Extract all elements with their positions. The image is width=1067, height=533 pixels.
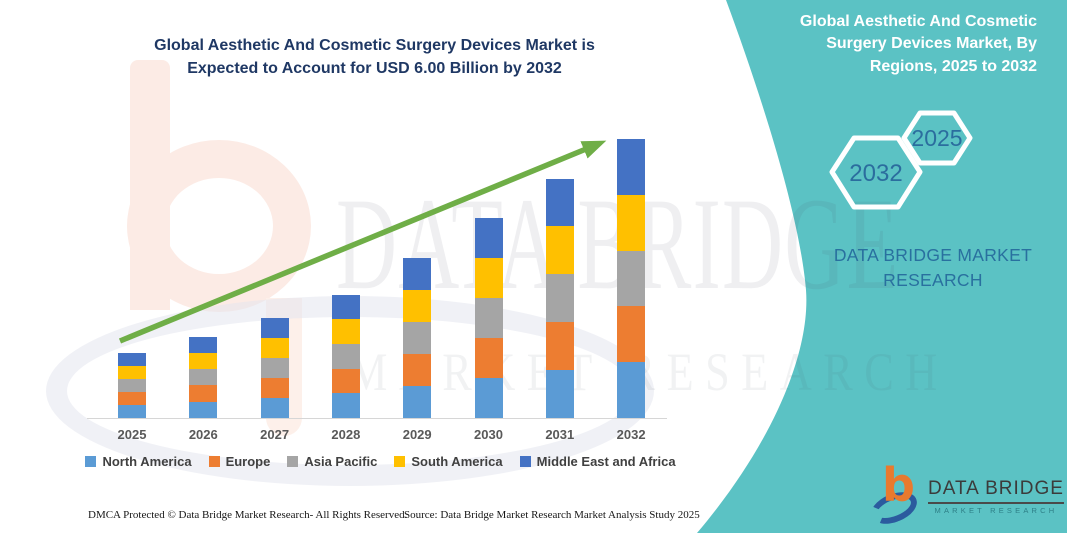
bar-segment-2031-south-america — [545, 226, 574, 275]
legend-swatch-middle-east-and-africa — [519, 456, 531, 467]
trend-arrow-line — [118, 140, 607, 344]
bar-segment-2026-middle-east-and-africa — [189, 336, 218, 353]
x-axis-label-2032: 2032 — [616, 427, 646, 442]
dbmr-logo-text: DATA BRIDGE MARKET RESEARCH — [928, 466, 1064, 515]
stacked-bar-2028 — [331, 294, 360, 418]
stacked-bar-2027 — [260, 318, 289, 418]
bar-segment-2029-europe — [403, 353, 432, 386]
x-axis-line — [87, 418, 667, 419]
legend-label-asia-pacific: Asia Pacific — [304, 454, 378, 469]
bar-segment-2027-europe — [260, 377, 289, 398]
dmca-text: DMCA Protected © Data Bridge Market Rese… — [88, 509, 408, 521]
bar-segment-2027-asia-pacific — [260, 357, 289, 378]
bar-segment-2030-asia-pacific — [474, 298, 503, 338]
right-panel-title: Global Aesthetic And Cosmetic Surgery De… — [799, 13, 1037, 75]
bar-chart-plot: 2025 2026 2027 2028 2029 2030 2031 2032 — [87, 139, 667, 442]
dbmr-logo-icon: b — [866, 458, 922, 530]
bar-segment-2029-middle-east-and-africa — [403, 257, 432, 290]
stacked-bar-2026 — [189, 336, 218, 418]
legend-item-middle-east-and-africa: Middle East and Africa — [519, 454, 676, 469]
bar-segment-2029-north-america — [403, 385, 432, 418]
chart-title-line1: Global Aesthetic And Cosmetic Surgery De… — [154, 37, 595, 54]
bar-segment-2028-europe — [331, 368, 360, 394]
chart-title: Global Aesthetic And Cosmetic Surgery De… — [112, 34, 637, 80]
dbmr-logo-tagline: MARKET RESEARCH — [934, 506, 1058, 515]
legend-swatch-north-america — [85, 456, 97, 467]
hexagon-2032 — [829, 135, 923, 210]
bar-segment-2032-north-america — [617, 362, 646, 418]
x-axis-label-2028: 2028 — [331, 427, 361, 442]
hexagon-2025 — [901, 110, 973, 166]
bar-segment-2030-south-america — [474, 258, 503, 299]
dbmr-logo-b-icon: b — [882, 458, 915, 512]
dbmr-logo: b DATA BRIDGE MARKET RESEARCH — [866, 458, 1064, 530]
bar-segment-2026-europe — [189, 385, 218, 402]
bar-segment-2031-europe — [545, 322, 574, 371]
bar-segment-2030-north-america — [474, 377, 503, 418]
bar-segment-2032-south-america — [617, 194, 646, 251]
dbmr-logo-name: DATA BRIDGE — [928, 478, 1064, 504]
bar-segment-2025-europe — [118, 391, 146, 405]
bar-segment-2028-south-america — [331, 319, 360, 345]
stacked-bar-2031 — [545, 178, 574, 418]
right-panel-shape — [697, 0, 1067, 533]
legend-item-north-america: North America — [85, 454, 192, 469]
stacked-bar-2025 — [118, 352, 146, 418]
bar-segment-2031-north-america — [545, 370, 574, 418]
legend-item-asia-pacific: Asia Pacific — [287, 454, 377, 469]
hexagon-2032-label: 2032 — [849, 160, 902, 187]
legend-swatch-south-america — [394, 456, 406, 467]
stacked-bar-2032 — [617, 139, 646, 418]
legend-item-south-america: South America — [394, 454, 503, 469]
x-axis-label-2025: 2025 — [117, 427, 147, 442]
bar-segment-2030-middle-east-and-africa — [474, 218, 503, 259]
bar-segment-2028-asia-pacific — [331, 344, 360, 369]
bar-segment-2029-south-america — [403, 289, 432, 322]
bar-segment-2026-north-america — [189, 401, 218, 418]
legend-label-north-america: North America — [102, 454, 192, 469]
bar-segment-2029-asia-pacific — [403, 321, 432, 354]
bar-segment-2025-south-america — [118, 365, 146, 379]
bar-segment-2032-europe — [617, 306, 646, 363]
bar-segment-2030-europe — [474, 338, 503, 378]
bar-segment-2031-middle-east-and-africa — [545, 178, 574, 227]
bar-segment-2032-middle-east-and-africa — [617, 139, 646, 195]
legend-label-south-america: South America — [411, 454, 503, 469]
bar-segment-2025-asia-pacific — [118, 378, 146, 392]
legend-swatch-europe — [208, 456, 220, 467]
bar-segment-2031-asia-pacific — [545, 274, 574, 323]
bar-segment-2025-north-america — [118, 404, 146, 418]
x-axis-label-2026: 2026 — [188, 427, 218, 442]
legend-swatch-asia-pacific — [287, 456, 299, 467]
bar-segment-2027-middle-east-and-africa — [260, 318, 289, 338]
stacked-bar-2030 — [474, 218, 503, 418]
stacked-bar-2029 — [403, 257, 432, 418]
bar-segment-2028-middle-east-and-africa — [331, 294, 360, 320]
x-axis-label-2031: 2031 — [545, 427, 575, 442]
bar-segment-2026-asia-pacific — [189, 369, 218, 386]
x-axis-label-2029: 2029 — [402, 427, 432, 442]
bar-segment-2027-south-america — [260, 338, 289, 358]
bar-segment-2032-asia-pacific — [617, 250, 646, 307]
chart-legend: North America Europe Asia Pacific South Ame… — [85, 454, 676, 469]
x-axis-label-2027: 2027 — [260, 427, 290, 442]
chart-title-line2: Expected to Account for USD 6.00 Billion… — [187, 60, 562, 78]
legend-label-europe: Europe — [225, 454, 271, 469]
legend-item-europe: Europe — [208, 454, 271, 469]
bar-segment-2027-north-america — [260, 397, 289, 418]
bar-segment-2025-middle-east-and-africa — [118, 352, 146, 366]
bar-segment-2026-south-america — [189, 352, 218, 370]
hexagon-2025-label: 2025 — [911, 125, 962, 151]
bar-segment-2028-north-america — [331, 393, 360, 418]
brand-text: DATA BRIDGE MARKET RESEARCH — [833, 245, 1033, 291]
legend-label-middle-east-and-africa: Middle East and Africa — [536, 454, 676, 469]
source-text: Source: Data Bridge Market Research Mark… — [404, 509, 700, 521]
x-axis-label-2030: 2030 — [474, 427, 503, 442]
